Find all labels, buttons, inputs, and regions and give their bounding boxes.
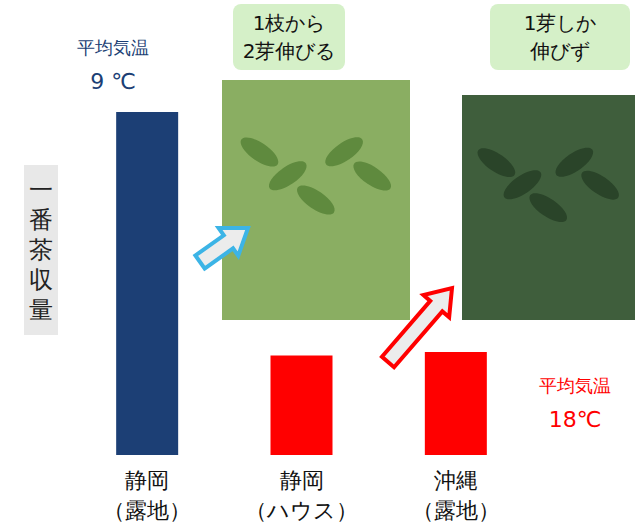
svg-text:静岡: 静岡 xyxy=(125,468,169,493)
svg-text:収: 収 xyxy=(29,266,53,294)
svg-text:伸びず: 伸びず xyxy=(529,39,590,63)
svg-text:2芽伸びる: 2芽伸びる xyxy=(243,39,336,63)
svg-text:1芽しか: 1芽しか xyxy=(524,11,597,35)
svg-text:（露地）: （露地） xyxy=(412,498,500,523)
svg-text:一: 一 xyxy=(29,176,53,204)
svg-text:沖縄: 沖縄 xyxy=(434,468,478,493)
svg-text:量: 量 xyxy=(29,296,53,324)
svg-text:静岡: 静岡 xyxy=(280,468,324,493)
svg-text:番: 番 xyxy=(29,206,53,234)
svg-text:18℃: 18℃ xyxy=(549,407,602,432)
svg-text:平均気温: 平均気温 xyxy=(77,37,149,58)
svg-text:9 ℃: 9 ℃ xyxy=(90,69,136,94)
svg-text:茶: 茶 xyxy=(29,236,53,264)
svg-text:平均気温: 平均気温 xyxy=(539,375,611,396)
svg-text:（露地）: （露地） xyxy=(103,498,191,523)
svg-text:1枝から: 1枝から xyxy=(253,11,326,35)
svg-text:（ハウス）: （ハウス） xyxy=(245,498,358,523)
